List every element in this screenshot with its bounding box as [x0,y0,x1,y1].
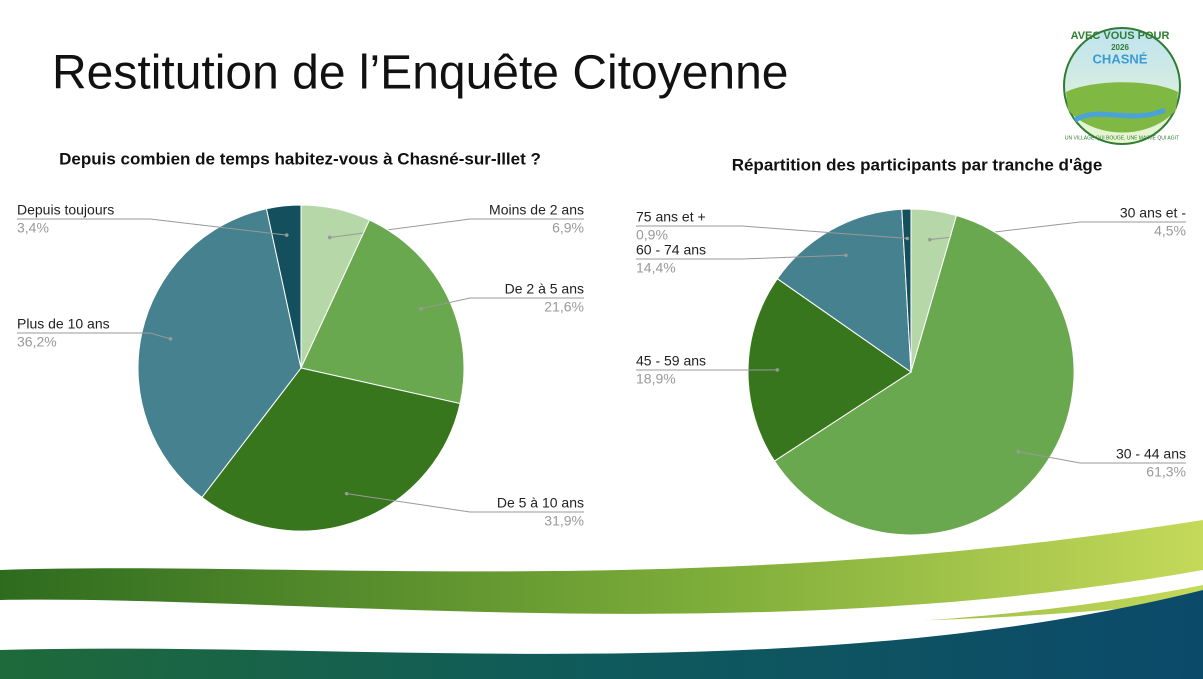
legend-label: 45 - 59 ans [636,353,706,369]
legend-label: Depuis toujours [17,202,114,218]
chart-title: Depuis combien de temps habitez-vous à C… [59,149,541,168]
wave-blue [0,590,1203,679]
legend-label: Moins de 2 ans [489,202,584,218]
pie-slice [265,204,302,369]
data-label: 0,9% [636,227,668,243]
logo-line1: AVEC VOUS POUR [1071,30,1170,42]
legend-label: De 5 à 10 ans [497,495,584,511]
legend-label: 75 ans et + [636,209,706,225]
legend-label: De 2 à 5 ans [505,281,584,297]
data-label: 6,9% [552,220,584,236]
leader-dot [344,491,349,496]
leader-line [636,225,908,239]
data-label: 61,3% [1146,464,1186,480]
legend-label: Plus de 10 ans [17,316,110,332]
leader-line [636,254,846,260]
leader-dot [327,235,332,240]
leader-dot [1016,449,1021,454]
logo: AVEC VOUS POUR 2026 CHASNÉ UN VILLAGE QU… [1063,27,1181,145]
leader-line [346,493,584,513]
chart-title: Répartition des participants par tranche… [732,155,1103,174]
wave-green [0,520,1203,623]
legend-label: 30 - 44 ans [1116,446,1186,462]
leader-dot [905,236,910,241]
leader-line [17,218,287,236]
leader-dot [419,307,423,311]
leader-line [17,332,171,340]
legend-label: 30 ans et - [1120,205,1186,221]
data-label: 18,9% [636,371,676,387]
leader-dot [284,233,289,237]
data-label: 14,4% [636,260,676,276]
logo-tagline: UN VILLAGE QUI BOUGE, UNE MAIRIE QUI AGI… [1065,135,1179,141]
slide-title: Restitution de l’Enquête Citoyenne [52,47,788,100]
data-label: 3,4% [17,220,49,236]
wave-white [0,570,1203,630]
pie-slice [201,367,461,532]
leader-dot [844,253,848,258]
logo-year: 2026 [1111,43,1129,52]
pie-slice [300,219,465,405]
data-label: 21,6% [544,299,584,315]
logo-name: CHASNÉ [1093,51,1148,66]
leader-dot [775,368,780,372]
leader-dot [168,337,173,341]
data-label: 4,5% [1154,223,1186,239]
leader-line [1018,451,1186,464]
legend-label: 60 - 74 ans [636,242,706,258]
pie-slice [773,214,1075,536]
pie-slice [901,208,912,373]
leader-line [420,297,584,310]
leader-dot [928,237,932,242]
pie-slice [776,208,912,373]
pie-slice [747,277,912,462]
data-label: 31,9% [544,513,584,529]
data-label: 36,2% [17,334,57,350]
pie-slice [137,208,302,499]
